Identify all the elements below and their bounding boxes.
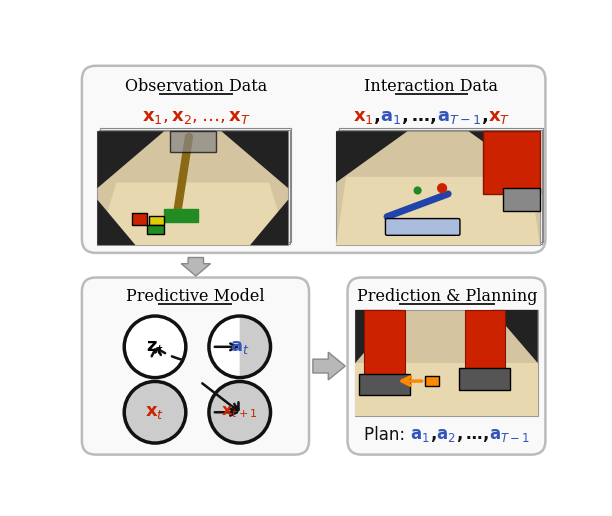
FancyBboxPatch shape: [386, 219, 460, 235]
Circle shape: [124, 381, 186, 443]
Text: $\mathbf{z}_t$: $\mathbf{z}_t$: [146, 338, 164, 356]
Polygon shape: [97, 131, 164, 188]
Polygon shape: [313, 352, 345, 380]
Polygon shape: [336, 131, 408, 183]
FancyBboxPatch shape: [147, 224, 164, 234]
Polygon shape: [181, 257, 211, 276]
FancyBboxPatch shape: [483, 131, 540, 194]
FancyBboxPatch shape: [132, 213, 147, 224]
FancyBboxPatch shape: [149, 216, 164, 224]
Wedge shape: [209, 316, 240, 378]
Text: $\mathbf{x}_T$: $\mathbf{x}_T$: [488, 108, 510, 126]
Text: Observation Data: Observation Data: [125, 78, 267, 95]
Text: Predictive Model: Predictive Model: [125, 288, 264, 305]
Text: $\mathbf{,}$: $\mathbf{,}$: [430, 426, 436, 444]
Text: $\mathbf{x}_{t+1}$: $\mathbf{x}_{t+1}$: [222, 405, 258, 420]
Polygon shape: [250, 200, 288, 245]
Text: $\mathbf{a}_t$: $\mathbf{a}_t$: [230, 338, 250, 356]
Text: $\mathbf{,\ldots,}$: $\mathbf{,\ldots,}$: [456, 426, 489, 444]
Text: Prediction & Planning: Prediction & Planning: [357, 288, 537, 305]
FancyBboxPatch shape: [359, 374, 410, 395]
Text: Plan:: Plan:: [364, 426, 410, 444]
Text: $\mathbf{a}_1$: $\mathbf{a}_1$: [410, 426, 430, 444]
FancyBboxPatch shape: [465, 310, 505, 379]
Text: $\mathbf{x}_1, \mathbf{x}_2, \ldots, \mathbf{x}_T$: $\mathbf{x}_1, \mathbf{x}_2, \ldots, \ma…: [141, 108, 250, 126]
FancyBboxPatch shape: [355, 310, 538, 416]
Polygon shape: [222, 131, 288, 188]
FancyBboxPatch shape: [364, 310, 405, 384]
Text: Interaction Data: Interaction Data: [365, 78, 498, 95]
FancyBboxPatch shape: [503, 188, 540, 211]
FancyBboxPatch shape: [425, 376, 439, 386]
Text: $\mathbf{x}_t$: $\mathbf{x}_t$: [146, 404, 165, 421]
Text: $\mathbf{a}_1$: $\mathbf{a}_1$: [380, 108, 401, 126]
FancyBboxPatch shape: [170, 131, 215, 152]
Text: $\mathbf{a}_{T-1}$: $\mathbf{a}_{T-1}$: [437, 108, 481, 126]
Text: $\mathbf{,}$: $\mathbf{,}$: [373, 108, 380, 126]
Text: $\mathbf{,\ldots,}$: $\mathbf{,\ldots,}$: [401, 108, 437, 126]
FancyBboxPatch shape: [82, 66, 545, 253]
Text: $\mathbf{a}_2$: $\mathbf{a}_2$: [436, 426, 456, 444]
FancyBboxPatch shape: [459, 368, 510, 390]
FancyBboxPatch shape: [348, 278, 545, 455]
Text: $\mathbf{a}_{T-1}$: $\mathbf{a}_{T-1}$: [489, 426, 530, 444]
Polygon shape: [336, 177, 540, 245]
Circle shape: [209, 381, 271, 443]
Circle shape: [414, 186, 422, 195]
Polygon shape: [355, 363, 538, 416]
Polygon shape: [492, 310, 538, 363]
Circle shape: [124, 316, 186, 378]
Circle shape: [437, 183, 447, 194]
FancyBboxPatch shape: [97, 131, 288, 245]
FancyBboxPatch shape: [82, 278, 309, 455]
Polygon shape: [355, 310, 401, 363]
FancyBboxPatch shape: [336, 131, 540, 245]
Polygon shape: [97, 183, 288, 245]
Text: $\mathbf{x}_1$: $\mathbf{x}_1$: [353, 108, 373, 126]
Text: $\mathbf{,}$: $\mathbf{,}$: [481, 108, 488, 126]
Polygon shape: [97, 200, 135, 245]
Wedge shape: [240, 316, 271, 378]
Polygon shape: [469, 131, 540, 183]
